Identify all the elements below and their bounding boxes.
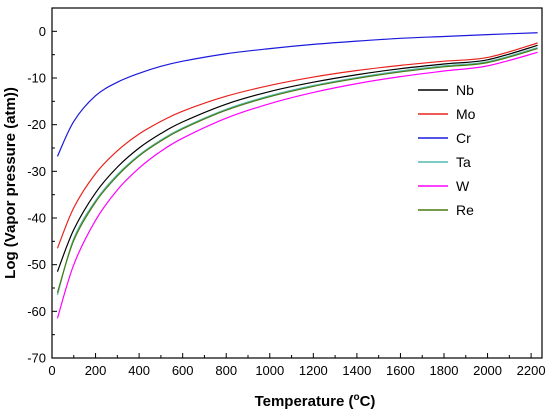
x-tick-label: 1000: [255, 363, 284, 378]
y-tick-label: -70: [27, 351, 46, 366]
series-lines: [56, 32, 538, 319]
x-tick-label: 400: [128, 363, 150, 378]
legend-label-cr: Cr: [456, 130, 471, 146]
y-tick-label: -40: [27, 211, 46, 226]
x-tick-label: 2000: [473, 363, 502, 378]
x-tick-label: 200: [85, 363, 107, 378]
y-tick-label: -10: [27, 71, 46, 86]
legend-label-ta: Ta: [456, 154, 471, 170]
x-tick-label: 0: [48, 363, 55, 378]
x-tick-label: 1600: [386, 363, 415, 378]
series-line-cr: [56, 32, 538, 157]
x-tick-label: 800: [215, 363, 237, 378]
y-tick-label: -60: [27, 304, 46, 319]
series-line-re: [56, 48, 538, 293]
x-axis-title: Temperature (oC): [255, 392, 376, 410]
x-tick-label: 1800: [430, 363, 459, 378]
y-tick-label: -20: [27, 117, 46, 132]
plot-frame: [51, 7, 543, 359]
x-tick-label: 2200: [517, 363, 546, 378]
x-tick-label: 600: [172, 363, 194, 378]
series-line-ta: [56, 47, 538, 296]
y-axis-title: Log (Vapor pressure (atm)): [2, 87, 19, 279]
series-line-w: [56, 51, 538, 319]
y-tick-label: -30: [27, 164, 46, 179]
series-line-mo: [56, 42, 538, 249]
y-axis: -70 -60 -50 -40 -30 -20 -10 0: [27, 24, 57, 366]
legend-label-nb: Nb: [456, 82, 474, 98]
y-tick-label: 0: [39, 24, 46, 39]
series-line-nb: [56, 44, 538, 272]
legend-label-re: Re: [456, 202, 474, 218]
legend-label-w: W: [456, 178, 470, 194]
x-axis: 0 200 400 600 800 1000 1200 1400 1600 1800 2000 220…: [48, 353, 546, 378]
x-tick-label: 1200: [299, 363, 328, 378]
y-tick-label: -50: [27, 257, 46, 272]
legend-label-mo: Mo: [456, 106, 476, 122]
legend: Nb Mo Cr Ta W Re: [418, 82, 476, 218]
x-tick-label: 1400: [342, 363, 371, 378]
